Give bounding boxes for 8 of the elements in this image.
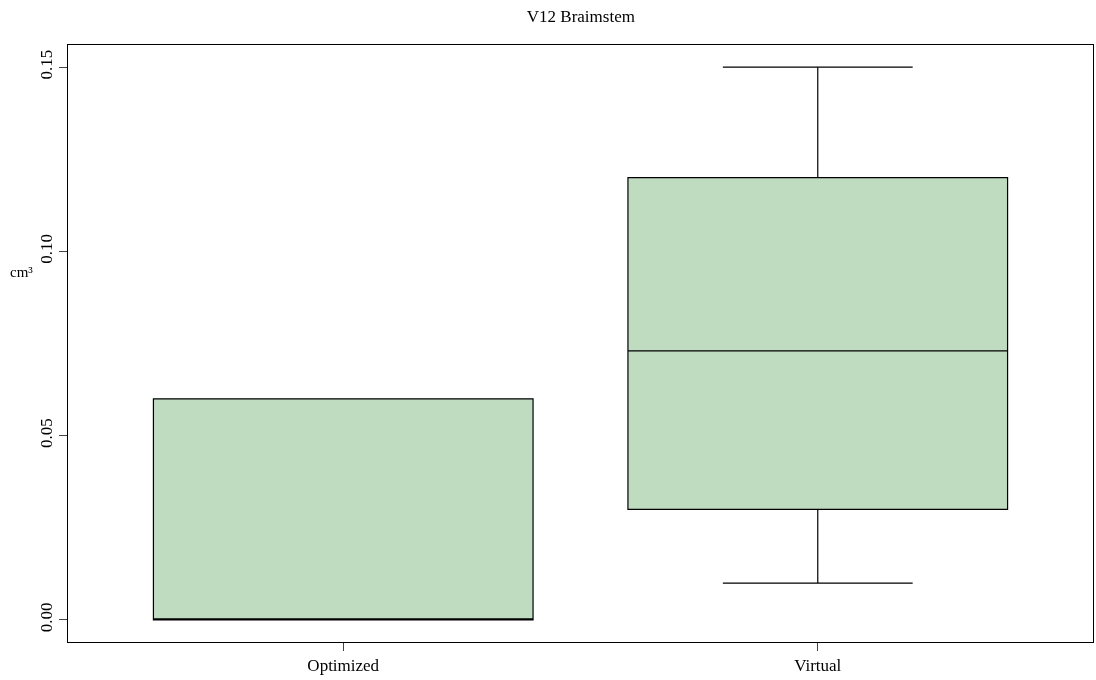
- y-axis-title: cm³: [10, 264, 34, 280]
- x-tick-label: Optimized: [307, 656, 380, 676]
- y-tick-label: 0.15: [37, 49, 57, 80]
- chart-title: V12 Braimstem: [526, 7, 635, 27]
- y-tick-label: 0.10: [37, 233, 57, 264]
- x-tick-label: Virtual: [794, 656, 842, 676]
- y-tick-label: 0.00: [37, 602, 57, 633]
- y-tick-label: 0.05: [37, 418, 57, 448]
